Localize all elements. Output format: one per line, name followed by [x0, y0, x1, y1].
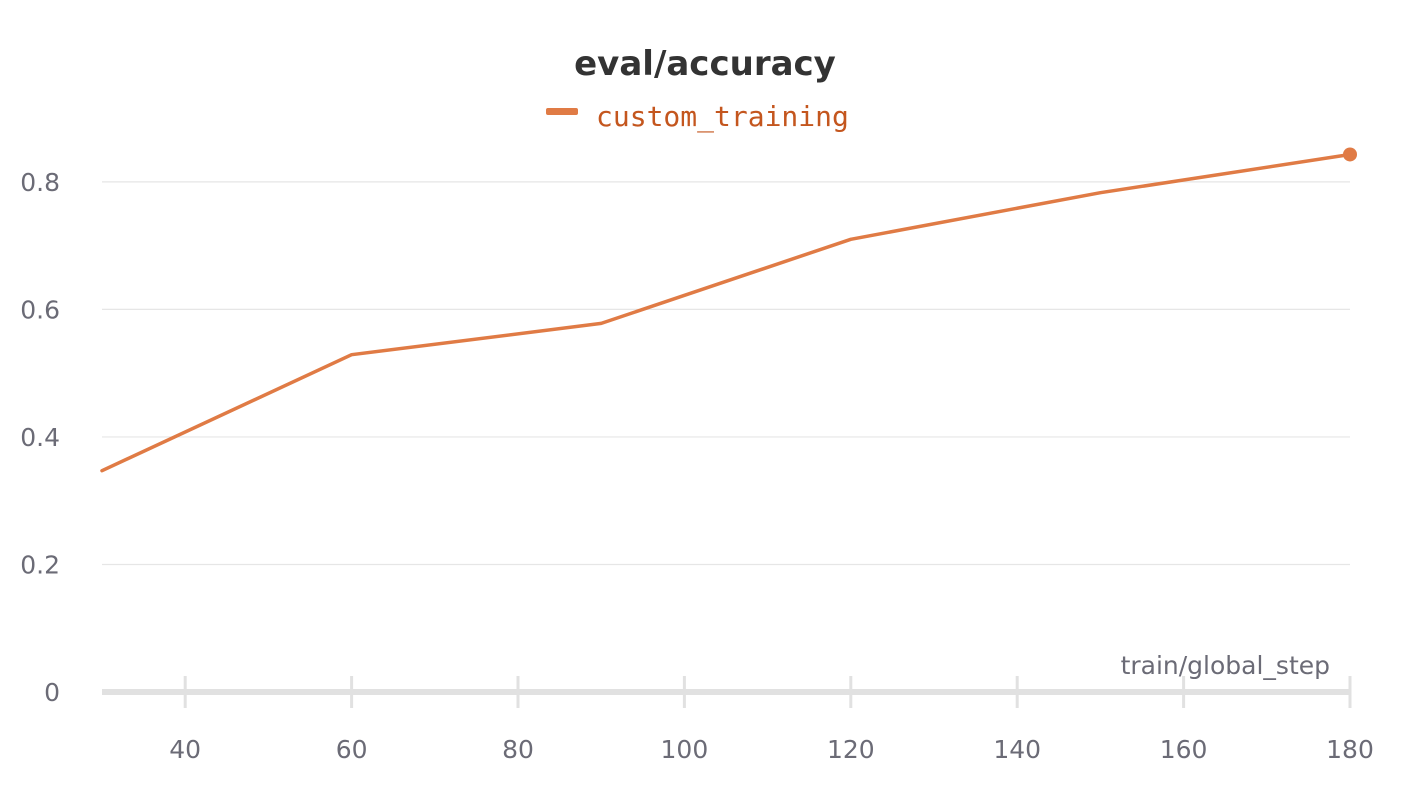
y-axis: 0 0.2 0.4 0.6 0.8: [20, 168, 60, 707]
legend-swatch: [546, 108, 578, 115]
x-tick-label: 40: [169, 735, 201, 764]
x-tick-label: 60: [336, 735, 368, 764]
y-tick-label: 0.2: [20, 550, 60, 579]
grid-lines: [102, 181, 1350, 566]
y-tick-label: 0.4: [20, 423, 60, 452]
y-tick-label: 0.8: [20, 168, 60, 197]
series-line-custom_training[interactable]: [100, 152, 1352, 473]
x-axis: 40 60 80 100 120 140 160 180: [102, 676, 1374, 764]
chart-title: eval/accuracy: [574, 44, 836, 84]
x-tick-label: 140: [993, 735, 1041, 764]
x-tick-label: 180: [1326, 735, 1374, 764]
x-axis-title: train/global_step: [1121, 651, 1330, 680]
x-tick-label: 100: [661, 735, 709, 764]
legend-label: custom_training: [596, 100, 849, 134]
series-layer[interactable]: [100, 147, 1357, 473]
series-last-point[interactable]: [1343, 147, 1357, 162]
legend[interactable]: custom_training: [546, 100, 849, 134]
x-tick-label: 80: [502, 735, 534, 764]
x-tick-label: 160: [1160, 735, 1208, 764]
y-tick-label: 0.6: [20, 295, 60, 324]
y-tick-label: 0: [44, 678, 60, 707]
x-tick-label: 120: [827, 735, 875, 764]
